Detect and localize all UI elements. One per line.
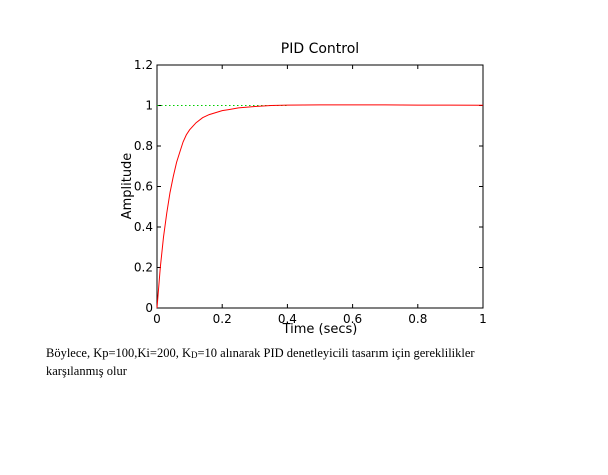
x-axis-label: Time (secs) [282, 322, 358, 337]
x-axis: 0 0.2 0.4 0.6 0.8 1 [153, 65, 487, 326]
plot-area [156, 64, 484, 309]
y-tick-label: 0.2 [134, 261, 153, 275]
caption-text-a: Böylece, Kp=100,Ki=200, K [46, 346, 191, 360]
x-tick-label: 0.6 [343, 312, 362, 326]
y-tick-label: 0.6 [134, 180, 153, 194]
caption-line-2: karşılanmış olur [46, 364, 127, 378]
caption-paragraph: Böylece, Kp=100,Ki=200, KD=10 alınarak P… [46, 345, 586, 380]
caption-text-b: =10 alınarak PID denetleyicili tasarım i… [197, 346, 475, 360]
y-tick-label: 0.8 [134, 139, 153, 153]
y-axis: 0 0.2 0.4 0.6 0.8 1 1.2 [134, 58, 483, 315]
chart-title: PID Control [281, 41, 359, 57]
x-tick-label: 0.8 [408, 312, 427, 326]
x-tick-label: 0 [153, 312, 161, 326]
y-tick-label: 0.4 [134, 220, 153, 234]
caption-subscript-d: D [190, 350, 198, 360]
caption-line-1: Böylece, Kp=100,Ki=200, KD=10 alınarak P… [46, 345, 586, 363]
y-tick-label: 0 [145, 301, 153, 315]
pid-response-chart: PID Control 0 0.2 0.4 0.6 0.8 1 0 0.2 0.4 0.6 0.8… [120, 41, 487, 337]
x-tick-label: 0.2 [213, 312, 232, 326]
y-axis-label: Amplitude [120, 153, 135, 220]
x-tick-label: 0.4 [278, 312, 297, 326]
y-tick-label: 1.2 [134, 58, 153, 72]
x-tick-label: 1 [479, 312, 487, 326]
y-tick-label: 1 [145, 99, 153, 113]
series-step-response [156, 104, 484, 309]
